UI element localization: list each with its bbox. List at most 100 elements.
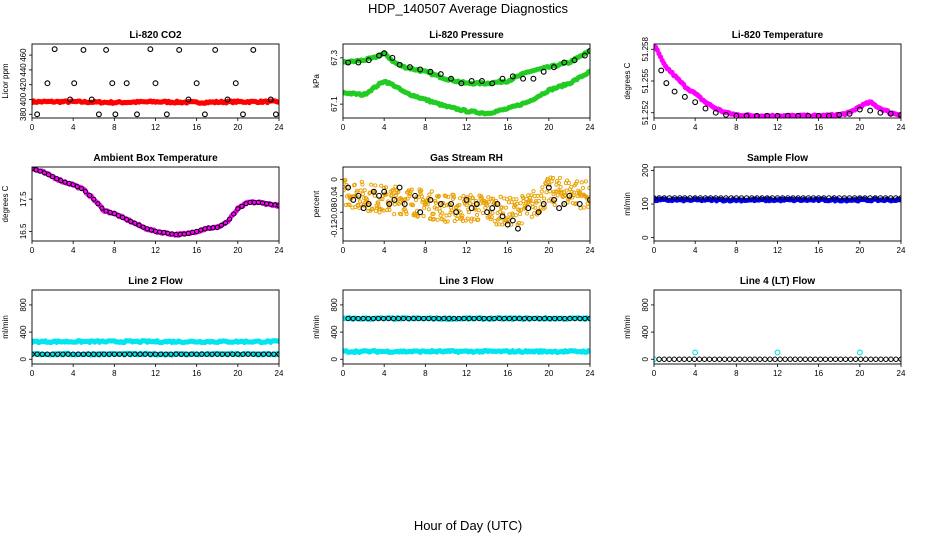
data-point	[856, 106, 863, 113]
data-point	[456, 315, 462, 322]
data-point	[856, 349, 863, 356]
data-point	[831, 195, 837, 201]
series-line4-raw	[654, 349, 863, 363]
data-point	[656, 356, 662, 362]
data-point	[711, 356, 718, 362]
data-point	[366, 208, 371, 213]
data-point	[426, 315, 432, 322]
data-point	[561, 59, 568, 66]
data-point	[152, 80, 159, 87]
data-point	[550, 199, 555, 204]
data-point	[405, 196, 410, 201]
data-point	[826, 195, 832, 201]
data-point	[468, 193, 473, 198]
data-point	[779, 195, 786, 201]
data-point	[60, 351, 66, 357]
y-tick-label: 51.255	[641, 68, 650, 93]
x-axis-title: Hour of Day (UTC)	[413, 518, 523, 533]
data-point	[407, 191, 413, 197]
data-point	[401, 201, 408, 207]
y-tick-label: 380	[19, 107, 28, 121]
data-point	[147, 351, 154, 357]
data-point	[847, 356, 854, 362]
data-point	[403, 209, 408, 214]
plot-frame	[653, 166, 902, 242]
x-tick-label: 16	[503, 369, 512, 378]
data-point	[451, 192, 456, 197]
data-point	[654, 195, 657, 201]
data-point	[500, 211, 506, 216]
data-point	[103, 46, 110, 53]
data-point	[822, 356, 829, 362]
x-tick-label: 12	[151, 123, 160, 132]
data-point	[407, 193, 412, 199]
chart-panel-3: Li-820 Temperature degrees C 0 4 8 12 16 20 24 51…	[623, 30, 906, 132]
data-point	[232, 80, 239, 87]
data-point	[376, 201, 381, 206]
data-point	[559, 189, 564, 194]
panel-title: Line 4 (LT) Flow	[740, 276, 816, 287]
x-tick-label: 0	[30, 123, 35, 132]
data-point	[343, 184, 346, 189]
data-point	[506, 315, 513, 322]
data-point	[193, 351, 200, 357]
data-point	[49, 351, 56, 357]
y-tick-label: 0	[641, 235, 650, 240]
data-point	[463, 196, 470, 203]
data-point	[41, 170, 47, 176]
data-point	[49, 174, 56, 180]
data-point	[54, 175, 60, 182]
data-point	[34, 111, 41, 118]
data-point	[752, 356, 758, 362]
data-point	[888, 356, 894, 362]
x-tick-label: 20	[544, 369, 553, 378]
data-point	[533, 205, 538, 210]
data-point	[355, 315, 361, 322]
data-point	[805, 195, 812, 201]
data-point	[173, 351, 179, 357]
y-tick-label: 17.5	[19, 191, 28, 207]
data-point	[231, 211, 237, 217]
data-point	[893, 356, 899, 362]
x-tick-label: 4	[693, 246, 698, 255]
data-point	[526, 315, 533, 322]
data-point	[827, 356, 834, 362]
data-point	[851, 195, 858, 201]
data-point	[489, 196, 494, 201]
data-point	[575, 179, 580, 184]
data-point	[32, 351, 35, 357]
series-line3-raw-lower	[343, 347, 590, 355]
panel-title: Li-820 CO2	[129, 30, 182, 41]
data-point	[661, 195, 667, 201]
data-point	[476, 315, 482, 322]
data-point	[586, 195, 590, 200]
data-point	[566, 192, 573, 199]
data-point	[821, 195, 827, 201]
data-point	[240, 111, 246, 118]
series-box-temp-raw	[32, 167, 279, 238]
data-point	[697, 195, 704, 201]
data-point	[587, 348, 590, 354]
data-point	[726, 356, 733, 362]
data-point	[706, 356, 713, 362]
data-point	[91, 196, 97, 202]
data-point	[846, 110, 853, 117]
data-point	[654, 356, 657, 363]
data-point	[581, 52, 588, 59]
data-point	[65, 351, 71, 357]
data-point	[743, 112, 750, 118]
data-point	[514, 197, 519, 202]
data-point	[410, 315, 417, 322]
data-point	[867, 107, 874, 114]
y-tick-label: 460	[19, 48, 28, 62]
data-point	[345, 184, 352, 191]
data-point	[572, 190, 577, 195]
series-line4-averages	[656, 356, 901, 362]
data-point	[795, 195, 801, 201]
data-point	[580, 185, 585, 191]
chart-panel-7: Line 2 Flow ml/min 0 4 8 12 16 20 24 0 400 800	[1, 276, 284, 378]
data-point	[842, 356, 849, 362]
data-point	[505, 219, 510, 225]
data-point	[163, 351, 169, 357]
